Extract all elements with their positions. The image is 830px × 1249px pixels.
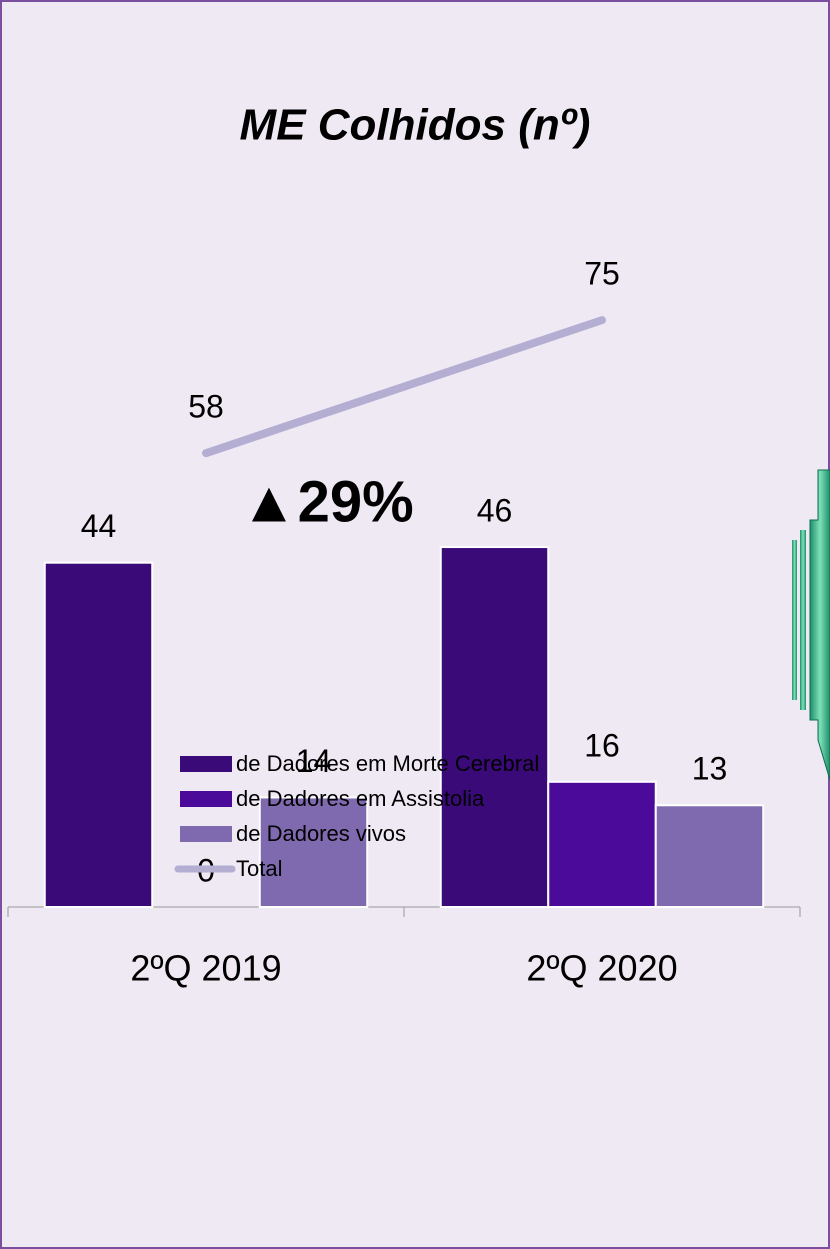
data-label: 46 (477, 493, 513, 529)
line (202, 316, 606, 458)
bar (547, 780, 657, 908)
data-label: 58 (188, 389, 224, 425)
data-label: 13 (692, 751, 728, 787)
x-tick-label: 2ºQ 2019 (130, 948, 281, 989)
legend-swatch (180, 756, 232, 772)
bar (439, 546, 550, 908)
data-label: 75 (584, 256, 620, 292)
annotation: ▲29% (240, 469, 414, 534)
data-label: 16 (584, 727, 620, 763)
legend-label: Total (236, 856, 282, 881)
legend-label: de Dadores em Morte Cerebral (236, 751, 539, 776)
legend-swatch (180, 791, 232, 807)
data-label: 44 (81, 508, 117, 544)
arrow-decoration (792, 469, 830, 781)
bar (258, 796, 369, 909)
x-tick-label: 2ºQ 2020 (526, 948, 677, 989)
bar (654, 804, 765, 909)
legend-label: de Dadores vivos (236, 821, 406, 846)
bar (43, 561, 154, 908)
legend-swatch (180, 826, 232, 842)
data-label: 14 (296, 743, 332, 779)
chart-title: ME Colhidos (nº) (240, 101, 591, 150)
legend-label: de Dadores em Assistolia (236, 786, 485, 811)
